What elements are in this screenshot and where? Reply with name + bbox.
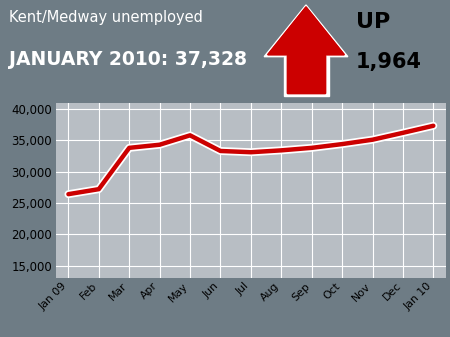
Polygon shape: [284, 57, 328, 96]
Text: UP: UP: [356, 12, 390, 32]
Text: Kent/Medway unemployed: Kent/Medway unemployed: [9, 10, 203, 25]
Polygon shape: [268, 7, 344, 55]
Text: JANUARY 2010: 37,328: JANUARY 2010: 37,328: [9, 50, 247, 69]
Polygon shape: [264, 5, 348, 57]
Text: 1,964: 1,964: [356, 52, 422, 72]
Polygon shape: [287, 55, 325, 93]
Polygon shape: [287, 55, 325, 93]
Polygon shape: [268, 7, 344, 55]
